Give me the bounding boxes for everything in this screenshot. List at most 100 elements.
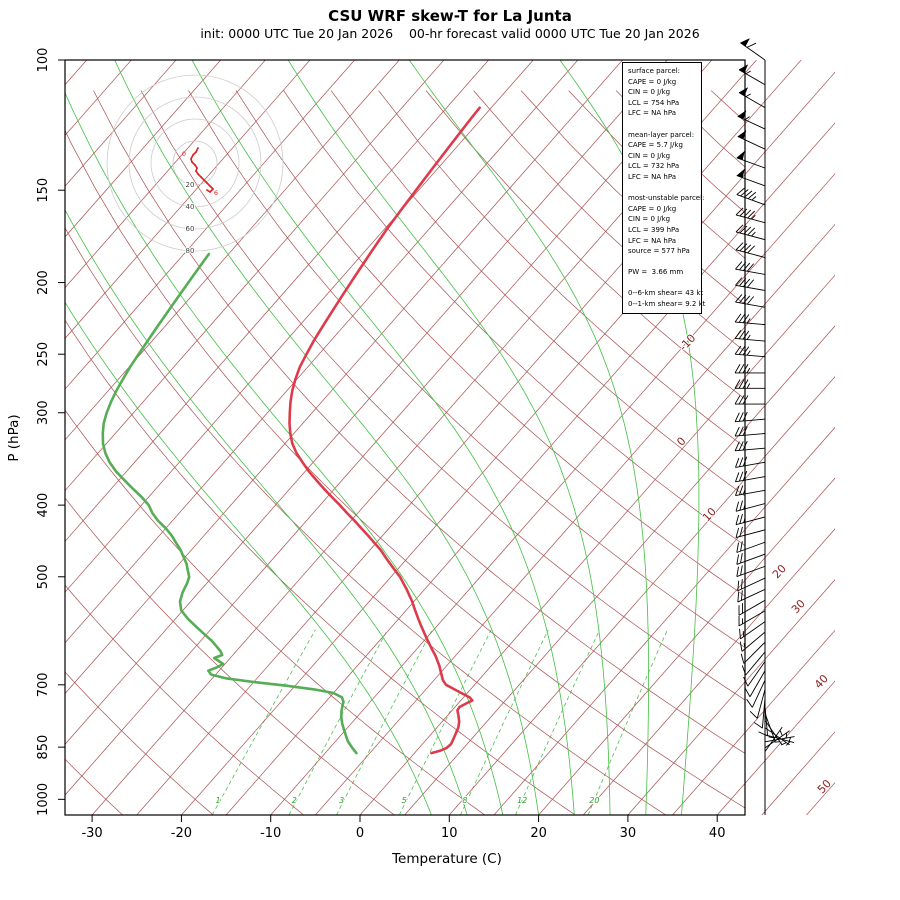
wind-barb bbox=[743, 661, 766, 687]
parcel-info-line: LCL = 754 hPa bbox=[628, 98, 680, 107]
wind-barb bbox=[734, 330, 766, 342]
mixing-ratio-label: 5 bbox=[402, 796, 407, 805]
dry-adiabat-line bbox=[710, 90, 745, 123]
moist-adiabat-line bbox=[65, 91, 504, 815]
dry-adiabat-line bbox=[93, 90, 745, 754]
wind-barb bbox=[739, 38, 766, 61]
wind-barb bbox=[735, 500, 766, 512]
hodograph-height-label: 0 bbox=[182, 150, 186, 158]
temp-tick-label: -30 bbox=[81, 826, 102, 841]
wind-barb bbox=[735, 526, 766, 539]
wind-barb bbox=[753, 698, 766, 729]
hodograph-trace-point bbox=[191, 161, 193, 163]
wind-barb bbox=[734, 345, 766, 358]
moist-adiabat-line bbox=[287, 60, 611, 815]
isotherm-line bbox=[65, 60, 221, 238]
temp-tick-label: 0 bbox=[356, 826, 364, 841]
mixing-ratio-line bbox=[336, 629, 433, 815]
parcel-info-line: LCL = 732 hPa bbox=[628, 162, 680, 171]
dry-adiabat-line bbox=[378, 90, 745, 448]
parcel-info-line: CAPE = 0 J/kg bbox=[628, 77, 677, 86]
wind-barb bbox=[735, 294, 766, 308]
dry-adiabat-line bbox=[65, 671, 214, 815]
wind-barb bbox=[735, 224, 766, 241]
wind-barb bbox=[738, 610, 766, 627]
isotherm-line bbox=[65, 60, 311, 339]
pressure-tick-label: 1000 bbox=[36, 783, 51, 816]
hodograph-ring-label: 80 bbox=[186, 247, 195, 255]
parcel-info-line: CIN = 0 J/kg bbox=[628, 88, 671, 97]
mixing-ratio-label: 20 bbox=[589, 796, 599, 805]
hodograph-trace-point bbox=[197, 147, 199, 149]
parcel-info-line bbox=[628, 119, 701, 130]
hodograph-trace-point bbox=[196, 167, 198, 169]
wind-barb bbox=[764, 730, 790, 749]
wind-barb bbox=[735, 513, 766, 526]
plot-frame bbox=[64, 59, 746, 816]
wind-barb bbox=[737, 577, 766, 592]
wind-barb bbox=[736, 150, 766, 169]
parcel-info-line: CIN = 0 J/kg bbox=[628, 151, 671, 160]
dry-adiabat-line bbox=[65, 129, 745, 809]
mixing-ratio-label: 12 bbox=[517, 796, 527, 805]
isotherm-line bbox=[65, 60, 445, 492]
isotherm-line bbox=[65, 60, 489, 542]
wind-barb bbox=[739, 621, 766, 640]
wind-barb bbox=[737, 588, 766, 603]
pressure-tick-label: 300 bbox=[36, 400, 51, 425]
hodograph-trace-point bbox=[212, 188, 214, 190]
moist-adiabat-line bbox=[114, 60, 539, 815]
mixing-ratio-label: 3 bbox=[339, 796, 344, 805]
isotherm-line bbox=[672, 629, 835, 815]
parcel-info-line: surface parcel: bbox=[628, 67, 681, 75]
hodograph-trace-point bbox=[206, 189, 208, 191]
moist-adiabat-line bbox=[191, 60, 575, 815]
dry-adiabat-line bbox=[806, 91, 900, 815]
isotherm-line bbox=[65, 60, 355, 390]
hodograph-trace-point bbox=[209, 185, 211, 187]
hodograph-ring bbox=[172, 140, 218, 186]
pressure-tick-label: 850 bbox=[36, 735, 51, 760]
hodograph-ring bbox=[106, 74, 284, 252]
parcel-info-line: most-unstable parcel: bbox=[628, 194, 705, 203]
pressure-tick-label: 100 bbox=[36, 48, 51, 73]
isotherm-line bbox=[65, 60, 400, 441]
dry-adiabat-line bbox=[65, 319, 576, 815]
parcel-info-line: 0--6-km shear= 43 kt bbox=[628, 289, 704, 298]
hodograph-trace-point bbox=[190, 158, 192, 160]
isotherm-label: 40 bbox=[812, 672, 831, 691]
wind-barbs bbox=[734, 38, 795, 815]
temperature-curve bbox=[288, 106, 481, 755]
parcel-info-line: CIN = 0 J/kg bbox=[628, 215, 671, 224]
dry-adiabat-line bbox=[188, 90, 745, 648]
wind-barb bbox=[735, 470, 766, 483]
isotherm-line bbox=[65, 60, 668, 745]
wind-barb bbox=[737, 130, 766, 150]
parcel-info-line: CAPE = 5.7 J/kg bbox=[628, 141, 683, 150]
wind-barb bbox=[736, 168, 766, 187]
parcel-info-box: surface parcel: CAPE = 0 J/kg CIN = 0 J/kg… bbox=[622, 62, 705, 314]
pressure-tick-label: 200 bbox=[36, 270, 51, 295]
pressure-tick-label: 150 bbox=[36, 178, 51, 203]
parcel-info-line bbox=[628, 257, 701, 268]
dry-adiabat-line bbox=[759, 91, 900, 815]
isotherm-line bbox=[359, 274, 835, 815]
isotherm-label: 20 bbox=[770, 562, 789, 581]
dry-adiabat-line bbox=[65, 409, 486, 815]
mixing-ratio-line bbox=[399, 629, 492, 815]
temp-tick-label: 10 bbox=[441, 826, 458, 841]
isotherm-label: 50 bbox=[815, 777, 834, 796]
mixing-ratio-line bbox=[460, 629, 549, 815]
pressure-tick-label: 500 bbox=[36, 564, 51, 589]
wind-barb bbox=[734, 313, 766, 326]
wind-barb bbox=[734, 379, 765, 389]
wind-barb bbox=[734, 440, 766, 452]
hodograph-trace-point bbox=[195, 151, 197, 153]
isotherm-line bbox=[582, 528, 835, 815]
mixing-ratio-line bbox=[288, 629, 388, 815]
hodograph-trace-point bbox=[206, 182, 208, 184]
parcel-info-line: LFC = NA hPa bbox=[628, 172, 677, 181]
hodograph-trace-point bbox=[197, 173, 199, 175]
wind-barb bbox=[734, 411, 766, 423]
